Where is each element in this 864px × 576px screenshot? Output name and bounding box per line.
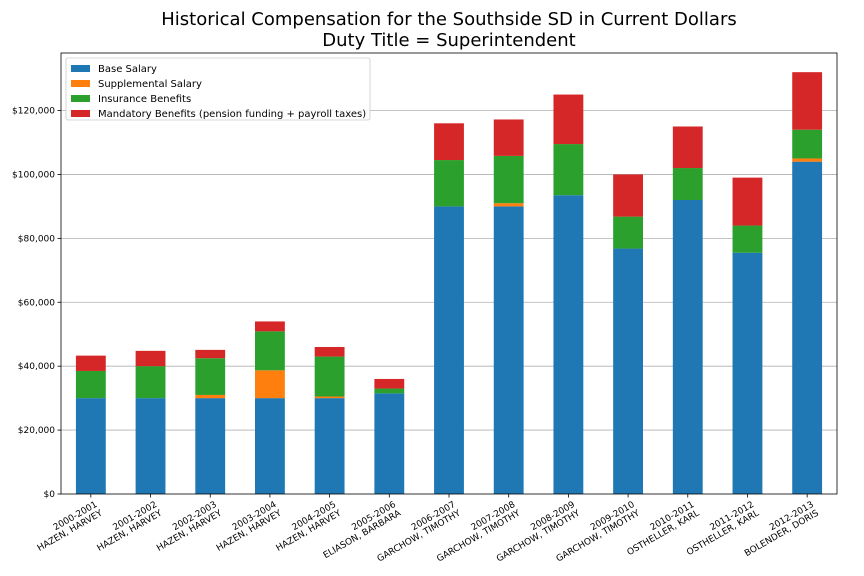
bar-segment	[374, 388, 405, 394]
bar-stacks	[75, 72, 823, 495]
bar-segment	[493, 203, 524, 207]
bar-segment	[792, 158, 823, 162]
bar-segment	[792, 129, 823, 159]
bar-segment	[75, 370, 106, 399]
bar-segment	[374, 378, 405, 389]
legend: Base Salary Supplemental Salary Insurance …	[65, 57, 371, 121]
x-tick-label: 2003-2004HAZEN, HARVEY	[210, 500, 284, 554]
bar-segment	[374, 393, 405, 494]
x-tick-label: 2002-2003HAZEN, HARVEY	[150, 500, 224, 554]
bar-segment	[255, 321, 285, 332]
legend-label: Mandatory Benefits (pension funding + pa…	[98, 109, 366, 120]
bar-segment	[553, 195, 584, 494]
bar-segment	[434, 123, 464, 161]
bar-stack	[553, 94, 584, 494]
bar-segment	[434, 206, 464, 495]
bar-stack	[613, 174, 643, 494]
bar-segment	[672, 168, 703, 200]
bar-segment	[135, 366, 166, 399]
legend-swatch	[71, 110, 90, 117]
bar-segment	[792, 161, 823, 495]
y-tick-label: $20,000	[18, 426, 55, 436]
bar-segment	[613, 216, 643, 249]
chart-subtitle: Duty Title = Superintendent	[322, 30, 575, 51]
bar-stack	[75, 355, 106, 494]
legend-label: Insurance Benefits	[98, 94, 191, 105]
y-tick-label: $40,000	[18, 362, 55, 372]
bar-segment	[255, 370, 285, 399]
x-tick-label: 2001-2002HAZEN, HARVEY	[91, 500, 165, 554]
bar-segment	[672, 126, 703, 169]
bar-stack	[732, 177, 763, 494]
bar-segment	[255, 331, 285, 371]
legend-swatch	[71, 65, 90, 72]
bar-segment	[195, 349, 226, 359]
bar-segment	[493, 155, 524, 204]
bar-stack	[374, 378, 405, 494]
y-tick-label: $60,000	[18, 298, 55, 308]
bar-stack	[792, 72, 823, 495]
x-tick-label: 2000-2001HAZEN, HARVEY	[31, 500, 105, 554]
y-tick-label: $80,000	[18, 234, 55, 244]
legend-label: Base Salary	[98, 64, 157, 75]
bar-stack	[314, 347, 345, 494]
y-tick-label: $120,000	[12, 107, 55, 117]
bar-segment	[672, 200, 703, 494]
bar-segment	[75, 355, 106, 371]
x-axis-ticks: 2000-2001HAZEN, HARVEY 2001-2002HAZEN, HA…	[31, 494, 821, 564]
legend-box	[65, 57, 371, 121]
bar-segment	[255, 398, 285, 494]
bar-segment	[195, 398, 226, 494]
bar-stack	[195, 349, 226, 494]
bar-segment	[553, 94, 584, 145]
bar-segment	[732, 177, 763, 226]
bar-segment	[135, 350, 166, 367]
bar-stack	[135, 350, 166, 494]
legend-swatch	[71, 80, 90, 87]
bar-segment	[314, 356, 345, 397]
bar-segment	[553, 144, 584, 196]
bar-segment	[792, 72, 823, 130]
y-tick-label: $100,000	[12, 170, 55, 180]
legend-label: Supplemental Salary	[98, 79, 202, 90]
bar-segment	[732, 252, 763, 494]
chart-title: Historical Compensation for the Southsid…	[161, 9, 736, 30]
bar-segment	[135, 398, 166, 494]
bar-segment	[613, 248, 643, 494]
bar-stack	[672, 126, 703, 494]
bar-segment	[493, 119, 524, 156]
legend-swatch	[71, 95, 90, 102]
bar-segment	[314, 398, 345, 494]
bar-segment	[195, 358, 226, 395]
bar-stack	[434, 123, 464, 495]
bar-segment	[314, 347, 345, 357]
bar-segment	[75, 398, 106, 494]
bar-stack	[493, 119, 524, 495]
y-tick-label: $0	[44, 490, 56, 500]
bar-segment	[434, 160, 464, 207]
bar-segment	[613, 174, 643, 217]
bar-segment	[195, 394, 226, 399]
bar-stack	[255, 321, 285, 494]
bar-segment	[314, 396, 345, 399]
bar-segment	[493, 206, 524, 495]
bar-segment	[732, 225, 763, 253]
y-axis-ticks: $0 $20,000 $40,000 $60,000 $80,000 $100,000 $1…	[12, 107, 61, 500]
